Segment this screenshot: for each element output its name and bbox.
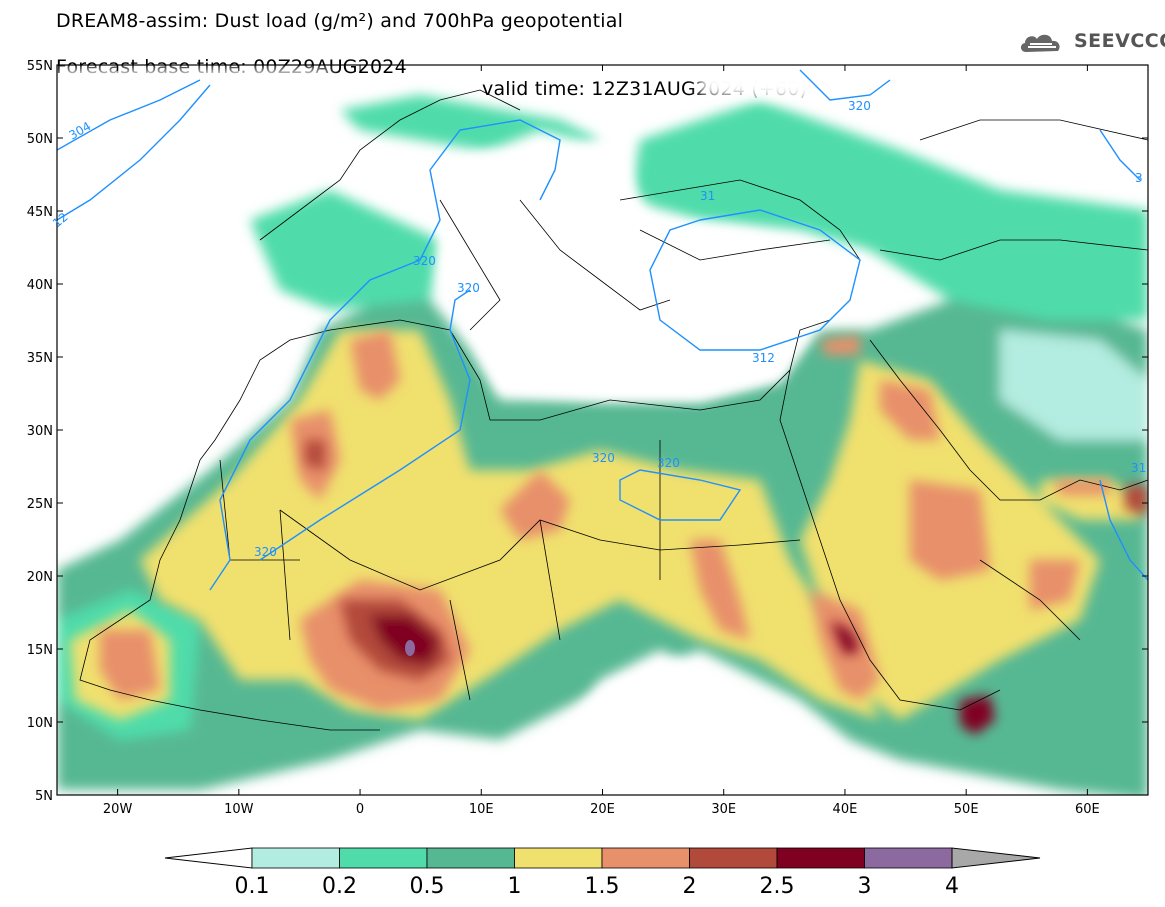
dust-field <box>57 69 1148 795</box>
lon-tick-label: 40E <box>833 802 858 817</box>
lat-tick-label: 30N <box>27 424 53 439</box>
svg-text:320: 320 <box>254 545 277 559</box>
colorbar-swatch <box>601 847 690 869</box>
colorbar-label: 1 <box>508 874 522 899</box>
lat-tick-label: 25N <box>27 497 53 512</box>
colorbar-swatch <box>864 847 953 869</box>
geopotential-contours <box>57 69 1148 591</box>
lon-tick-label: 60E <box>1075 802 1100 817</box>
colorbar-label: 1.5 <box>585 874 620 899</box>
colorbar-low-arrow <box>164 847 253 869</box>
lat-tick-label: 40N <box>27 278 53 293</box>
lat-tick-label: 50N <box>27 132 53 147</box>
lat-tick-label: 5N <box>35 789 53 804</box>
svg-text:320: 320 <box>848 99 871 113</box>
colorbar-swatch <box>689 847 778 869</box>
svg-text:320: 320 <box>413 254 436 268</box>
coastlines <box>79 89 1148 731</box>
colorbar-swatch <box>251 847 340 869</box>
colorbar: 0.1 0.2 0.5 1 1.5 2 2.5 3 4 <box>164 847 1041 899</box>
svg-text:320: 320 <box>657 456 680 470</box>
svg-text:3: 3 <box>1135 171 1143 185</box>
colorbar-swatch <box>426 847 515 869</box>
colorbar-label: 0.1 <box>235 874 270 899</box>
latitude-axis: 55N 50N 45N 40N 35N 30N 25N 20N 15N 10N 5N <box>27 59 1148 804</box>
lon-tick-label: 0 <box>356 802 364 817</box>
lat-tick-label: 45N <box>27 205 53 220</box>
lat-tick-label: 15N <box>27 643 53 658</box>
lat-tick-label: 55N <box>27 59 53 74</box>
lon-tick-label: 10W <box>224 802 254 817</box>
svg-text:312: 312 <box>752 351 775 365</box>
lon-tick-label: 30E <box>711 802 736 817</box>
lon-tick-label: 50E <box>954 802 979 817</box>
colorbar-label: 4 <box>945 874 959 899</box>
svg-text:31: 31 <box>700 189 715 203</box>
lat-tick-label: 35N <box>27 351 53 366</box>
map-title: DREAM8-assim: Dust load (g/m²) and 700hP… <box>56 10 624 32</box>
colorbar-label: 0.2 <box>322 874 357 899</box>
colorbar-label: 3 <box>858 874 872 899</box>
colorbar-swatch <box>776 847 865 869</box>
colorbar-label: 2.5 <box>760 874 795 899</box>
cloud-icon <box>1020 34 1060 52</box>
colorbar-swatch <box>339 847 428 869</box>
colorbar-label: 2 <box>683 874 697 899</box>
lon-tick-label: 10E <box>469 802 494 817</box>
seevccc-logo: SEEVCCC <box>1018 30 1165 56</box>
svg-text:320: 320 <box>457 281 480 295</box>
lon-tick-label: 20W <box>103 802 133 817</box>
lat-tick-label: 20N <box>27 570 53 585</box>
logo-text: SEEVCCC <box>1074 30 1165 52</box>
colorbar-high-arrow <box>951 847 1041 869</box>
svg-text:320: 320 <box>592 451 615 465</box>
svg-text:31: 31 <box>1131 461 1146 475</box>
lon-tick-label: 20E <box>590 802 615 817</box>
longitude-axis: 20W 10W 0 10E 20E 30E 40E 50E 60E <box>103 65 1100 817</box>
lat-tick-label: 10N <box>27 716 53 731</box>
colorbar-swatch <box>514 847 603 869</box>
colorbar-label: 0.5 <box>410 874 445 899</box>
